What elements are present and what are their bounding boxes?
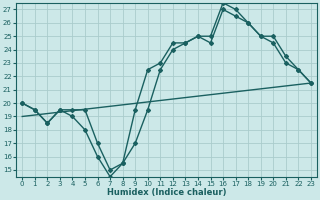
X-axis label: Humidex (Indice chaleur): Humidex (Indice chaleur) — [107, 188, 226, 197]
